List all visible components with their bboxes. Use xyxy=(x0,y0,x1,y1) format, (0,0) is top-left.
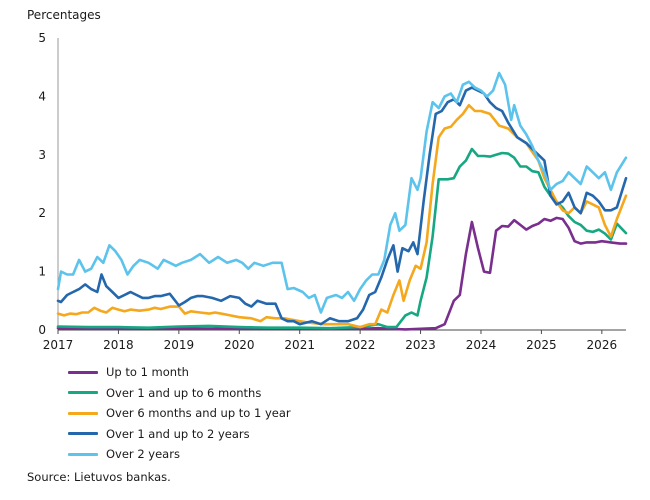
legend: Up to 1 month Over 1 and up to 6 months Ov… xyxy=(68,362,291,465)
legend-swatch xyxy=(68,411,98,415)
x-tick-label: 2018 xyxy=(103,338,134,352)
x-tick-label: 2026 xyxy=(587,338,618,352)
x-tick-label: 2017 xyxy=(43,338,74,352)
legend-label: Up to 1 month xyxy=(106,365,189,380)
y-tick-label: 4 xyxy=(38,89,46,103)
legend-swatch xyxy=(68,370,98,374)
legend-item: Over 1 and up to 2 years xyxy=(68,424,291,445)
legend-item: Over 2 years xyxy=(68,444,291,465)
source-note: Source: Lietuvos bankas. xyxy=(27,470,171,484)
legend-label: Over 1 and up to 2 years xyxy=(106,426,250,441)
y-tick-label: 3 xyxy=(38,148,46,162)
legend-item: Over 6 months and up to 1 year xyxy=(68,403,291,424)
y-axis-label: Percentages xyxy=(27,8,101,22)
series-line-2 xyxy=(56,147,628,330)
x-tick-label: 2021 xyxy=(284,338,315,352)
y-tick-label: 1 xyxy=(38,265,46,279)
y-tick-label: 2 xyxy=(38,206,46,220)
series-line-5 xyxy=(56,71,628,314)
legend-item: Over 1 and up to 6 months xyxy=(68,383,291,404)
x-tick-label: 2022 xyxy=(345,338,376,352)
legend-label: Over 2 years xyxy=(106,447,180,462)
legend-swatch xyxy=(68,391,98,395)
legend-label: Over 6 months and up to 1 year xyxy=(106,406,291,421)
legend-swatch xyxy=(68,452,98,456)
series-line-3 xyxy=(56,103,628,329)
legend-swatch xyxy=(68,432,98,436)
legend-label: Over 1 and up to 6 months xyxy=(106,385,262,400)
legend-item: Up to 1 month xyxy=(68,362,291,383)
y-tick-label: 5 xyxy=(38,31,46,45)
x-tick-label: 2020 xyxy=(224,338,255,352)
x-tick-label: 2025 xyxy=(526,338,557,352)
x-tick-label: 2024 xyxy=(466,338,497,352)
series-line-1 xyxy=(56,216,628,331)
x-tick-label: 2023 xyxy=(405,338,436,352)
x-tick-label: 2019 xyxy=(164,338,195,352)
series-line-4 xyxy=(56,86,628,326)
y-tick-label: 0 xyxy=(38,323,46,337)
